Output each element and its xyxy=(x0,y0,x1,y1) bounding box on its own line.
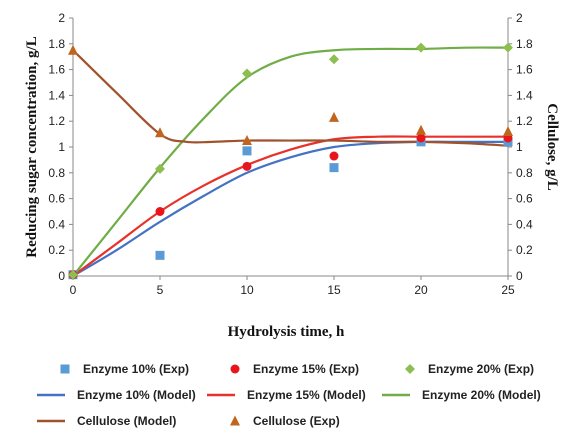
y-tick-label: 0.8 xyxy=(48,166,65,180)
x-tick-label: 20 xyxy=(414,283,428,297)
y2-tick-label: 1.8 xyxy=(516,37,533,51)
series-line-3 xyxy=(72,140,508,277)
plot-series xyxy=(68,42,513,280)
chart: 0 5 10 15 20 250 00.2 0.20.4 0.40.6 0.60.8 0.81 11.… xyxy=(24,11,560,340)
data-point-1 xyxy=(155,207,165,216)
data-point-1 xyxy=(242,161,252,171)
y-tick-label: 0.2 xyxy=(48,243,65,257)
y-tick-label: 0.4 xyxy=(48,217,65,231)
legend-item: Enzyme 15% (Model) xyxy=(207,386,366,404)
legend-label: Enzyme 15% (Exp) xyxy=(253,362,360,376)
y-tick-label: 1.6 xyxy=(48,63,65,77)
legend-label: Cellulose (Exp) xyxy=(253,414,340,428)
y-tick-label: 1.4 xyxy=(48,88,65,102)
data-point-0 xyxy=(329,163,339,173)
legend-label: Enzyme 20% (Exp) xyxy=(428,362,535,376)
y-tick-label: 1.2 xyxy=(48,114,65,128)
data-point-0 xyxy=(242,146,252,156)
x-tick-label: 25 xyxy=(501,283,515,297)
y2-tick-label: 1.4 xyxy=(516,88,533,102)
data-point-0 xyxy=(155,250,165,260)
legend: Enzyme 10% (Exp) Enzyme 15% (Exp) Enzyme 2… xyxy=(0,352,568,432)
data-point-2 xyxy=(416,42,426,53)
legend-item: Enzyme 20% (Exp) xyxy=(404,360,534,378)
data-point-7 xyxy=(242,135,252,146)
legend-marker xyxy=(405,364,415,374)
data-point-7 xyxy=(416,124,426,135)
data-point-2 xyxy=(329,54,339,65)
legend-swatch xyxy=(207,393,235,397)
y-tick-label: 1.8 xyxy=(48,37,65,51)
y2-tick-label: 0.6 xyxy=(516,192,533,206)
y2-tick-label: 0.8 xyxy=(516,166,533,180)
series-line-4 xyxy=(72,135,508,277)
axes: 0 5 10 15 20 250 00.2 0.20.4 0.40.6 0.60.8 0.81 11.… xyxy=(48,11,533,297)
legend-marker xyxy=(230,364,240,374)
legend-swatch xyxy=(230,364,240,374)
legend-item: Enzyme 10% (Model) xyxy=(37,386,196,404)
legend-label: Enzyme 10% (Exp) xyxy=(83,362,190,376)
legend-swatch xyxy=(37,419,65,423)
legend-item: Enzyme 15% (Exp) xyxy=(229,360,359,378)
x-tick-label: 0 xyxy=(70,283,77,297)
data-point-7 xyxy=(503,126,513,137)
legend-item: Cellulose (Exp) xyxy=(229,412,340,430)
data-point-1 xyxy=(416,133,426,143)
legend-item: Enzyme 10% (Exp) xyxy=(59,360,189,378)
y2-tick-label: 1 xyxy=(516,140,523,154)
legend-swatch xyxy=(405,364,415,374)
legend-swatch xyxy=(382,393,410,397)
y2-tick-label: 1.2 xyxy=(516,114,533,128)
legend-label: Enzyme 15% (Model) xyxy=(247,388,366,402)
series-line-6 xyxy=(72,49,509,147)
y-tick-label: 0.6 xyxy=(48,192,65,206)
legend-label: Cellulose (Model) xyxy=(77,414,177,428)
legend-label: Enzyme 10% (Model) xyxy=(77,388,196,402)
data-point-2 xyxy=(155,163,165,174)
legend-marker xyxy=(60,364,70,374)
data-point-7 xyxy=(68,44,78,55)
y2-tick-label: 0.2 xyxy=(516,243,533,257)
y2-tick-label: 0.4 xyxy=(516,217,533,231)
y-tick-label: 1 xyxy=(58,140,65,154)
legend-item: Enzyme 20% (Model) xyxy=(382,386,541,404)
series-line-5 xyxy=(72,46,509,277)
data-point-1 xyxy=(329,151,339,161)
legend-item: Cellulose (Model) xyxy=(37,412,176,430)
y-tick-label: 2 xyxy=(58,11,65,25)
data-point-2 xyxy=(503,42,513,53)
legend-swatch xyxy=(60,364,70,374)
y2-tick-label: 0 xyxy=(516,269,523,283)
data-point-7 xyxy=(329,111,339,122)
legend-swatch xyxy=(230,415,240,426)
y-tick-label: 0 xyxy=(58,269,65,283)
y-axis-title: Reducing sugar concentration, g/L xyxy=(24,36,40,257)
data-point-7 xyxy=(155,127,165,138)
x-tick-label: 15 xyxy=(327,283,341,297)
x-tick-label: 10 xyxy=(240,283,254,297)
data-point-2 xyxy=(242,68,252,79)
y2-tick-label: 1.6 xyxy=(516,63,533,77)
x-axis-title: Hydrolysis time, h xyxy=(228,324,345,340)
data-point-2 xyxy=(68,269,78,280)
legend-label: Enzyme 20% (Model) xyxy=(422,388,541,402)
legend-swatch xyxy=(37,393,65,397)
x-tick-label: 5 xyxy=(157,283,164,297)
y2-tick-label: 2 xyxy=(516,11,523,25)
y2-axis-title: Cellulose, g/L xyxy=(544,103,560,191)
legend-marker xyxy=(230,415,240,426)
